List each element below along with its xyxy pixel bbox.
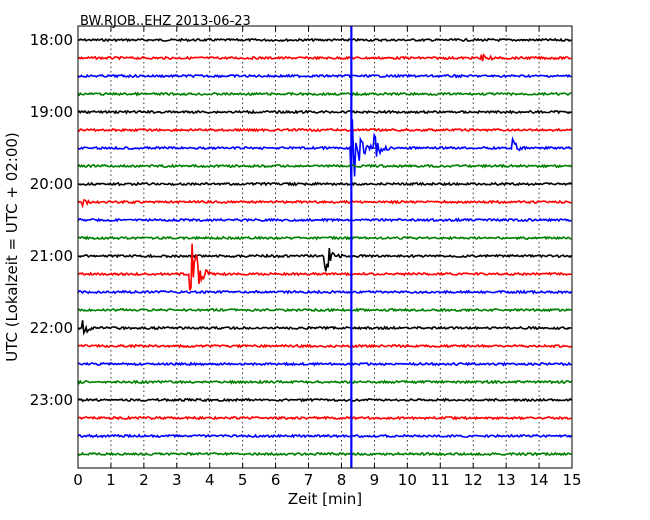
y-tick-label: 18:00 (30, 31, 73, 49)
y-tick-label: 23:00 (30, 391, 73, 409)
x-tick-label: 2 (139, 471, 149, 489)
trace-line (77, 235, 572, 241)
y-tick-label: 22:00 (30, 319, 73, 337)
trace-line (77, 243, 572, 291)
trace-line (77, 415, 572, 421)
trace-line (77, 199, 572, 209)
x-axis-ticks: 0 1 2 3 4 5 6 7 8 9 10 11 12 13 14 15 (73, 26, 582, 489)
x-tick-label: 8 (337, 471, 347, 489)
trace-line (77, 163, 572, 169)
x-tick-label: 1 (106, 471, 116, 489)
trace-line (78, 127, 572, 133)
trace-line (77, 307, 572, 313)
x-tick-label: 9 (370, 471, 380, 489)
x-tick-label: 15 (562, 471, 581, 489)
y-tick-label: 20:00 (30, 175, 73, 193)
x-axis-label: Zeit [min] (288, 490, 362, 508)
x-tick-label: 11 (431, 471, 450, 489)
trace-line (77, 119, 572, 184)
x-tick-label: 7 (304, 471, 314, 489)
chart-title: BW.RJOB..EHZ 2013-06-23 (80, 14, 251, 29)
trace-line (77, 37, 572, 43)
trace-line (77, 451, 572, 457)
trace-line (77, 247, 572, 272)
trace-line (77, 379, 572, 385)
plot-frame (77, 25, 573, 469)
trace-line (77, 320, 572, 336)
trace-line (77, 361, 572, 367)
x-tick-label: 14 (530, 471, 549, 489)
trace-line (77, 343, 572, 349)
x-tick-label: 6 (271, 471, 281, 489)
y-axis-label: UTC (Lokalzeit = UTC + 02:00) (3, 132, 21, 362)
trace-line (77, 53, 572, 62)
x-tick-label: 4 (205, 471, 215, 489)
x-tick-label: 13 (497, 471, 516, 489)
trace-line (77, 217, 572, 223)
trace-line (77, 91, 572, 97)
y-tick-label: 19:00 (30, 103, 73, 121)
trace-line (77, 73, 572, 79)
x-tick-label: 12 (464, 471, 483, 489)
trace-line (77, 181, 572, 187)
y-tick-label: 21:00 (30, 247, 73, 265)
trace-line (77, 289, 572, 295)
y-axis-ticks: 18:00 19:00 20:00 21:00 22:00 23:00 (30, 31, 572, 409)
trace-line (77, 433, 572, 439)
x-tick-label: 5 (238, 471, 248, 489)
trace-group (77, 37, 572, 457)
x-tick-label: 0 (73, 471, 83, 489)
trace-line (78, 109, 572, 115)
x-tick-label: 3 (172, 471, 182, 489)
trace-line (77, 397, 572, 403)
x-tick-label: 10 (398, 471, 417, 489)
grid-lines (110, 26, 540, 468)
